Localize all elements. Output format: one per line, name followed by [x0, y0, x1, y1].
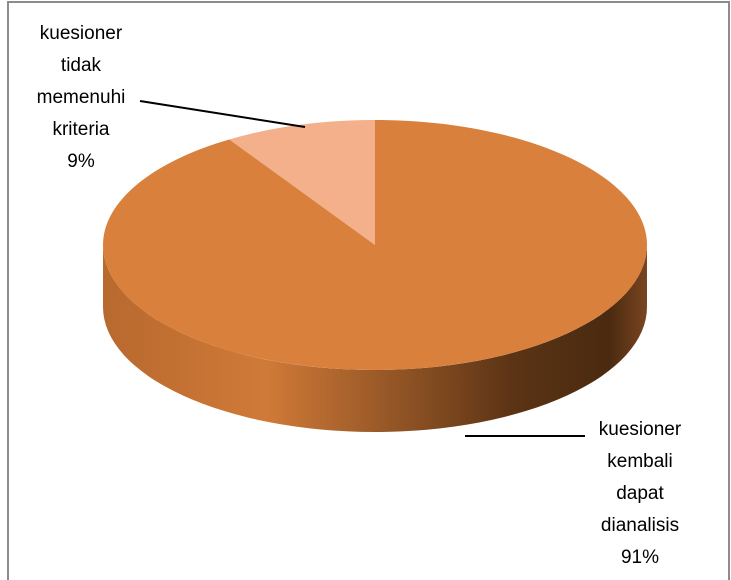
pie-slice: [229, 120, 375, 245]
frame: [7, 1, 730, 580]
value-label: 91%: [620, 547, 660, 568]
category-label: kuesioner kembali dapat dianalisis: [598, 419, 682, 536]
slice-label: kuesioner kembali dapat dianalisis 91%: [581, 414, 699, 574]
slice-label: kuesioner tidak memenuhi kriteria 9%: [22, 18, 140, 178]
value-label: 9%: [67, 151, 95, 172]
category-label: kuesioner tidak memenuhi kriteria: [36, 23, 126, 140]
leader-line: [139, 100, 306, 128]
pie-side: [103, 245, 647, 432]
pie-slice: [103, 120, 648, 370]
